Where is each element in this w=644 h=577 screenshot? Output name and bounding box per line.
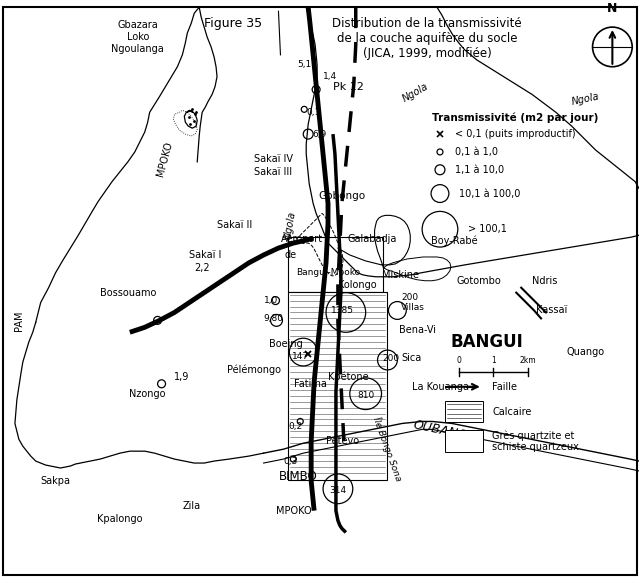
Bar: [289, 237, 383, 291]
Text: 0,3: 0,3: [283, 456, 298, 466]
Text: MPOKO: MPOKO: [276, 505, 311, 516]
Text: Pélémongo: Pélémongo: [227, 365, 281, 375]
Text: Bena-Vi: Bena-Vi: [399, 325, 437, 335]
Text: Gobongo: Gobongo: [318, 190, 365, 201]
Text: 0,1: 0,1: [306, 108, 321, 117]
Text: Sakaï I: Sakaï I: [189, 250, 222, 260]
Text: 1,4: 1,4: [323, 72, 337, 81]
Text: Sakpa: Sakpa: [41, 476, 71, 486]
Text: Kpétone: Kpétone: [328, 372, 368, 382]
Text: 1385: 1385: [332, 306, 354, 315]
Text: Sakaï IV: Sakaï IV: [254, 154, 292, 164]
Text: Île Bongo Sona: Île Bongo Sona: [371, 415, 404, 483]
Text: Pétévo: Pétévo: [327, 436, 359, 446]
Text: Kolongo: Kolongo: [338, 280, 377, 290]
Text: < 0,1 (puits improductif): < 0,1 (puits improductif): [455, 129, 576, 139]
Text: Grès quartzite et
schiste quartzeux: Grès quartzite et schiste quartzeux: [493, 430, 580, 452]
Text: 6,9: 6,9: [312, 130, 327, 138]
Text: Pk 12: Pk 12: [333, 81, 364, 92]
Text: N: N: [607, 2, 618, 15]
Text: Boy-Rabé: Boy-Rabé: [431, 236, 478, 246]
Text: Sica: Sica: [401, 353, 422, 363]
Text: Kassaï: Kassaï: [536, 305, 567, 316]
Text: 1: 1: [491, 356, 496, 365]
Text: Ndris: Ndris: [532, 276, 558, 286]
Text: 1,0: 1,0: [263, 296, 278, 305]
Text: 5,1: 5,1: [298, 60, 312, 69]
Text: > 100,1: > 100,1: [468, 224, 507, 234]
Text: Distribution de la transmissivité
de la couche aquifère du socle
(JICA, 1999, mo: Distribution de la transmissivité de la …: [332, 17, 522, 60]
Text: La Kouanga: La Kouanga: [412, 382, 469, 392]
Text: Sakaï III: Sakaï III: [254, 167, 292, 177]
Text: BANGUI: BANGUI: [450, 333, 523, 351]
Text: Figure 35: Figure 35: [204, 17, 262, 30]
Text: MPOKO: MPOKO: [155, 140, 174, 177]
Bar: [289, 291, 388, 480]
Text: 200
Villas: 200 Villas: [401, 293, 425, 312]
Text: Ngola: Ngola: [401, 81, 430, 104]
Text: 200: 200: [383, 354, 400, 362]
Text: 147: 147: [292, 351, 309, 361]
Text: Gotombo: Gotombo: [457, 276, 502, 286]
Text: Galabadja: Galabadja: [348, 234, 397, 244]
Text: 1,1 à 10,0: 1,1 à 10,0: [455, 165, 504, 175]
Text: Miskine: Miskine: [381, 270, 419, 280]
Text: Bangui-Mpoko: Bangui-Mpoko: [296, 268, 361, 278]
Text: 1,9: 1,9: [175, 372, 190, 382]
Text: Fatima: Fatima: [294, 379, 327, 389]
Text: Calcaire: Calcaire: [493, 407, 532, 417]
Text: Faille: Faille: [493, 382, 518, 392]
Text: Quango: Quango: [567, 347, 605, 357]
Text: Sakaï II: Sakaï II: [217, 220, 252, 230]
Text: 0,2: 0,2: [289, 422, 303, 431]
Text: Bossouamo: Bossouamo: [100, 288, 156, 298]
Text: Gbazara
Loko
Ngoulanga: Gbazara Loko Ngoulanga: [111, 20, 164, 54]
Bar: [445, 430, 482, 452]
Text: Boeing: Boeing: [269, 339, 302, 349]
Text: de: de: [285, 250, 296, 260]
Text: Ngola: Ngola: [283, 211, 298, 240]
Text: Zila: Zila: [182, 501, 200, 511]
Text: Nzongo: Nzongo: [129, 389, 166, 399]
Bar: [445, 400, 482, 422]
Text: 2,2: 2,2: [194, 263, 210, 273]
Text: 2km: 2km: [520, 356, 536, 365]
Text: 314: 314: [329, 486, 346, 495]
Text: 10,1 à 100,0: 10,1 à 100,0: [459, 189, 520, 198]
Text: Ngola: Ngola: [571, 92, 600, 107]
Text: Kpalongo: Kpalongo: [97, 514, 143, 523]
Text: PAM: PAM: [14, 310, 24, 331]
Text: 0,1 à 1,0: 0,1 à 1,0: [455, 147, 498, 157]
Text: OUBANGUI: OUBANGUI: [412, 418, 482, 445]
Text: BIMBO: BIMBO: [279, 470, 317, 484]
Text: 810: 810: [357, 391, 374, 400]
Text: 0: 0: [457, 356, 461, 365]
Text: Transmissivité (m2 par jour): Transmissivité (m2 par jour): [432, 113, 598, 123]
Text: Aéroport: Aéroport: [280, 234, 323, 245]
Text: 9,80: 9,80: [263, 314, 283, 323]
